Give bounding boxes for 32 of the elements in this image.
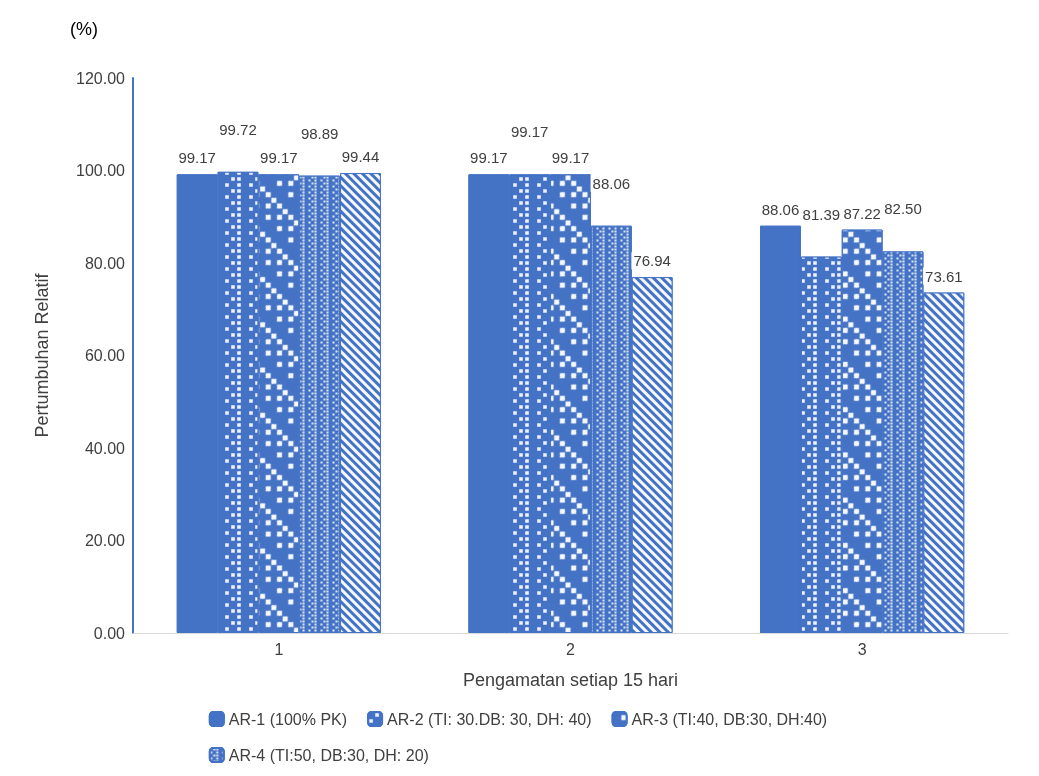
y-tick-label: 20.00: [84, 532, 126, 549]
data-label: 82.50: [884, 200, 922, 218]
y-tick-label: 100.00: [76, 162, 126, 179]
legend-label: AR-3 (TI:40, DB:30, DH:40): [631, 710, 828, 728]
data-label: 76.94: [633, 252, 671, 270]
y-tick-label: 80.00: [84, 254, 126, 272]
data-label: 81.39: [802, 205, 841, 223]
y-axis-title: Pertumbuhan Relatif: [32, 272, 52, 438]
data-label: 99.17: [470, 149, 508, 167]
y-tick-label: 40.00: [84, 439, 126, 457]
data-label: 99.44: [341, 148, 380, 166]
data-label: 99.17: [510, 123, 549, 141]
x-tick-label: 3: [857, 640, 867, 658]
legend-label: AR-1 (100% PK): [228, 710, 348, 728]
data-label: 88.06: [592, 174, 631, 192]
data-label: 99.17: [551, 149, 590, 167]
text: (%): [70, 19, 98, 39]
data-label: 88.06: [761, 200, 800, 218]
legend-label: AR-2 (TI: 30.DB: 30, DH: 40): [387, 710, 592, 728]
x-axis-title: Pengamatan setiap 15 hari: [462, 670, 679, 690]
data-label: 73.61: [925, 267, 963, 285]
data-label: 87.22: [843, 204, 881, 222]
y-tick-label: 60.00: [84, 347, 126, 364]
y-tick-label: 0.00: [93, 624, 126, 642]
data-label: 98.89: [300, 124, 339, 142]
data-label: 99.17: [178, 149, 216, 167]
x-tick-label: 1: [274, 640, 284, 658]
x-tick-label: 2: [566, 640, 576, 658]
legend-label: AR-4 (TI:50, DB:30, DH: 20): [228, 746, 429, 764]
data-label: 99.17: [260, 149, 298, 167]
y-tick-label: 120.00: [76, 69, 126, 87]
data-label: 99.72: [219, 120, 257, 138]
